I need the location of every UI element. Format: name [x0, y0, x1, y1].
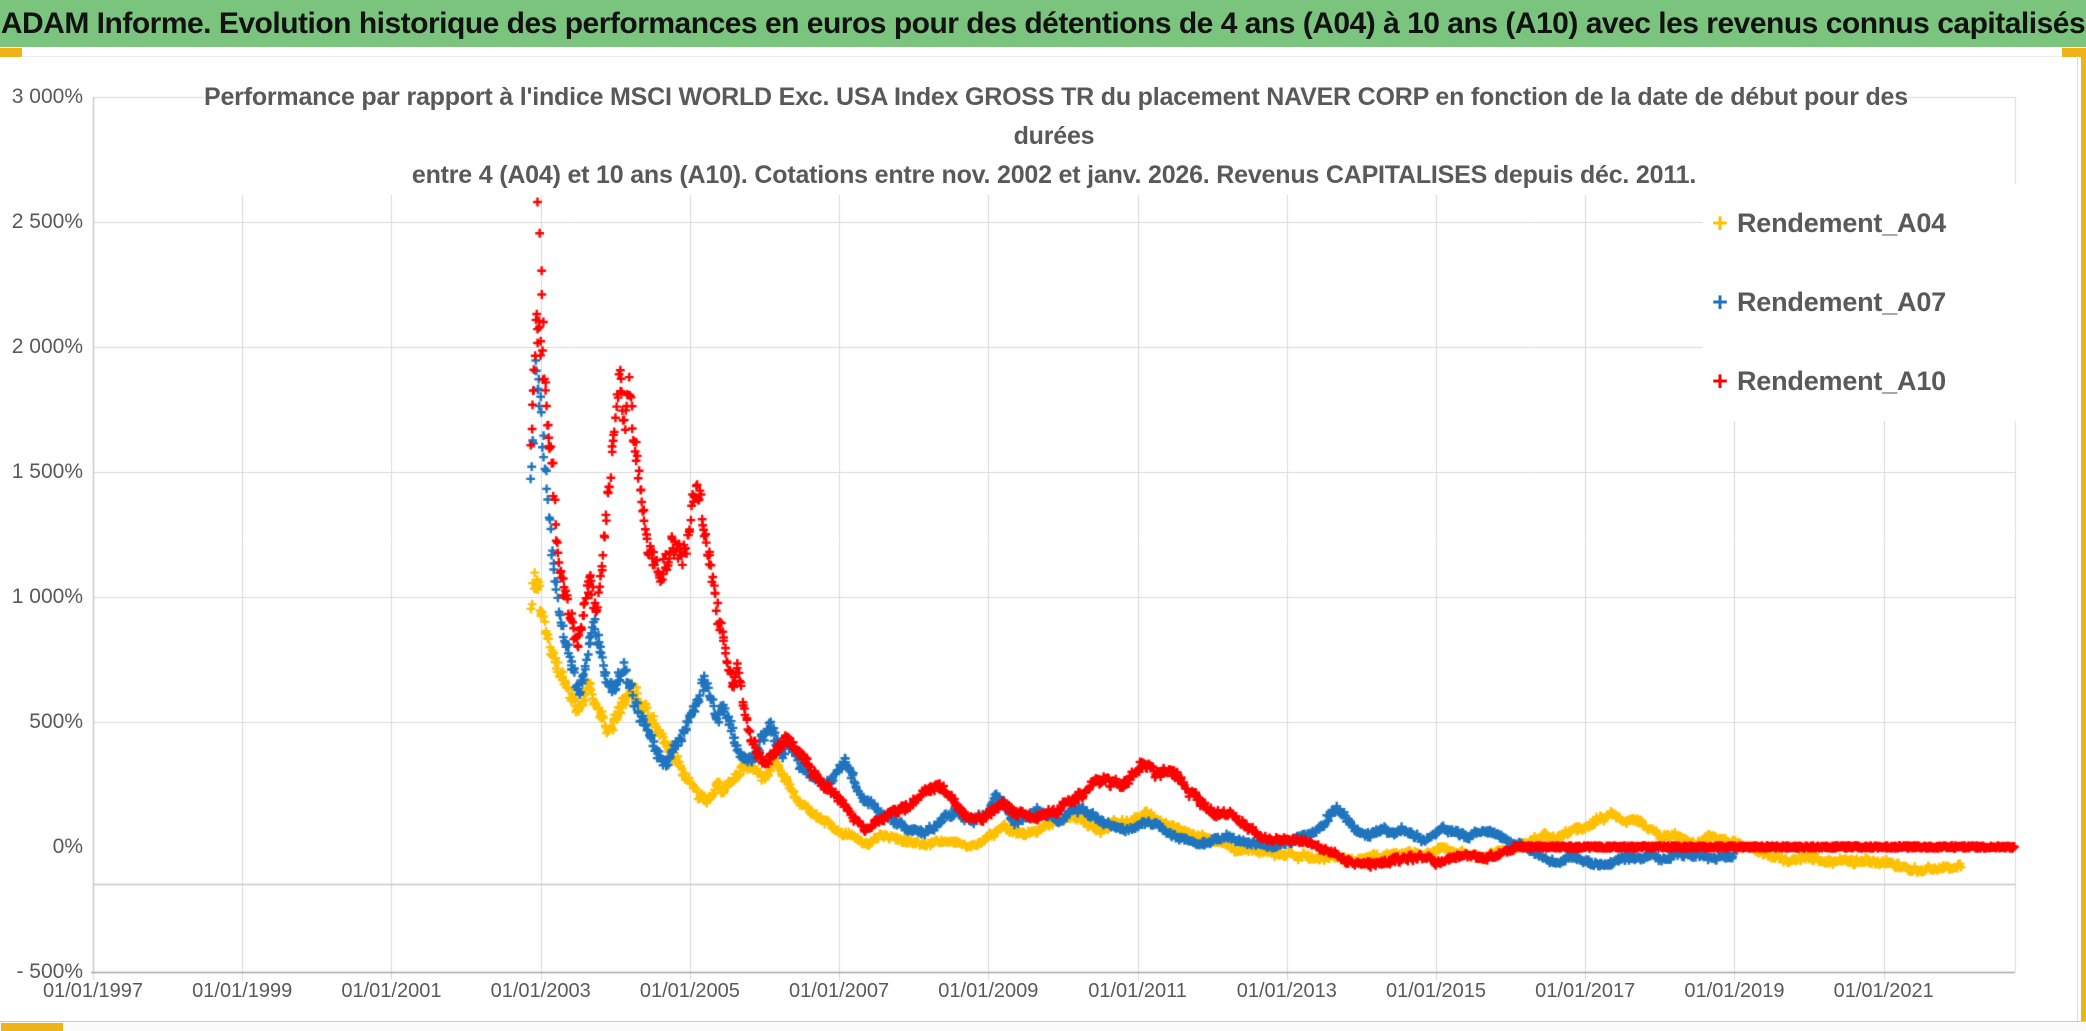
chart-title-line3: entre 4 (A04) et 10 ans (A10). Cotations…	[411, 161, 1697, 189]
legend-item-rendement-a10[interactable]: + Rendement_A10	[1703, 342, 2075, 421]
legend-label: Rendement_A07	[1737, 287, 1946, 317]
x-axis-tick-label: 01/01/1999	[192, 980, 293, 1002]
x-axis-tick-label: 01/01/2021	[1833, 980, 1934, 1002]
legend-item-rendement-a04[interactable]: + Rendement_A04	[1703, 184, 2075, 263]
x-axis-tick-label: 01/01/2015	[1385, 980, 1487, 1002]
y-axis-tick-label: 500%	[29, 710, 83, 733]
plus-marker-icon: +	[1712, 287, 1728, 317]
x-axis-tick-label: 01/01/2011	[1088, 980, 1187, 1002]
chart-title-line2: durées	[1013, 122, 1095, 150]
x-axis-tick-label: 01/01/2001	[341, 980, 442, 1002]
x-axis-tick-label: 01/01/2009	[938, 980, 1039, 1002]
chart-title-line1: Performance par rapport à l'indice MSCI …	[204, 83, 1908, 111]
y-axis-tick-label: 0%	[52, 835, 83, 858]
legend-label: Rendement_A04	[1737, 208, 1946, 238]
y-axis-tick-label: - 500%	[16, 960, 83, 983]
x-axis-tick-label: 01/01/2019	[1684, 980, 1785, 1002]
x-axis-tick-label: 01/01/1997	[42, 980, 144, 1002]
x-axis-tick-label: 01/01/2017	[1535, 980, 1636, 1002]
y-axis-tick-label: 1 000%	[11, 585, 83, 608]
y-axis-tick-label: 2 500%	[11, 210, 83, 233]
plus-marker-icon: +	[1712, 366, 1728, 396]
x-axis-tick-label: 01/01/2007	[789, 980, 890, 1002]
y-axis-tick-label: 2 000%	[11, 335, 83, 358]
legend-item-rendement-a07[interactable]: + Rendement_A07	[1703, 263, 2075, 342]
chart-legend: + Rendement_A04 + Rendement_A07 + Rendem…	[1703, 184, 2075, 421]
plus-marker-icon: +	[1712, 208, 1728, 238]
y-axis-tick-label: 3 000%	[11, 85, 83, 108]
chart-title: Performance par rapport à l'indice MSCI …	[204, 78, 1908, 195]
y-axis-tick-label: 1 500%	[11, 460, 83, 483]
x-axis-tick-label: 01/01/2013	[1236, 980, 1337, 1002]
x-axis-tick-label: 01/01/2003	[490, 980, 591, 1002]
x-axis-tick-label: 01/01/2005	[639, 980, 740, 1002]
legend-label: Rendement_A10	[1737, 366, 1946, 396]
